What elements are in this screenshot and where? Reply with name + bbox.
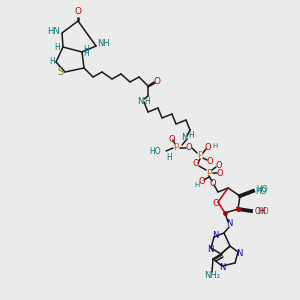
Text: P: P bbox=[206, 169, 212, 178]
Text: H: H bbox=[54, 43, 60, 52]
Text: O: O bbox=[74, 8, 82, 16]
Text: N: N bbox=[212, 230, 218, 239]
Text: NH₂: NH₂ bbox=[204, 272, 220, 280]
Text: H: H bbox=[166, 152, 172, 161]
Text: NH: NH bbox=[97, 38, 110, 47]
Text: H: H bbox=[212, 143, 217, 149]
Text: HO: HO bbox=[255, 187, 267, 196]
Text: O: O bbox=[193, 160, 199, 169]
Text: HN: HN bbox=[48, 26, 60, 35]
Text: P: P bbox=[173, 143, 179, 152]
Text: N: N bbox=[226, 220, 232, 229]
Text: O: O bbox=[205, 143, 211, 152]
Text: O: O bbox=[216, 161, 222, 170]
Text: O: O bbox=[169, 134, 175, 143]
Text: H: H bbox=[188, 131, 194, 140]
Text: O: O bbox=[154, 76, 160, 85]
Text: O: O bbox=[207, 157, 213, 166]
Text: H: H bbox=[49, 56, 55, 65]
Text: O: O bbox=[217, 169, 223, 178]
Text: O: O bbox=[186, 143, 192, 152]
Text: H: H bbox=[83, 46, 89, 55]
Text: N: N bbox=[181, 134, 187, 142]
Text: N: N bbox=[207, 244, 213, 253]
Text: HO: HO bbox=[257, 206, 269, 215]
Text: H: H bbox=[144, 97, 150, 106]
Text: O: O bbox=[210, 178, 216, 188]
Text: H: H bbox=[83, 49, 89, 58]
Text: OH: OH bbox=[255, 208, 267, 217]
Text: N: N bbox=[219, 262, 225, 272]
Text: S: S bbox=[57, 67, 63, 77]
Text: P: P bbox=[197, 152, 203, 160]
Text: H: H bbox=[194, 182, 200, 188]
Text: HO: HO bbox=[256, 185, 268, 194]
Text: N: N bbox=[137, 97, 143, 106]
Text: O: O bbox=[212, 200, 220, 208]
Text: HO: HO bbox=[149, 148, 161, 157]
Text: O: O bbox=[199, 176, 205, 185]
Text: N: N bbox=[236, 248, 242, 257]
